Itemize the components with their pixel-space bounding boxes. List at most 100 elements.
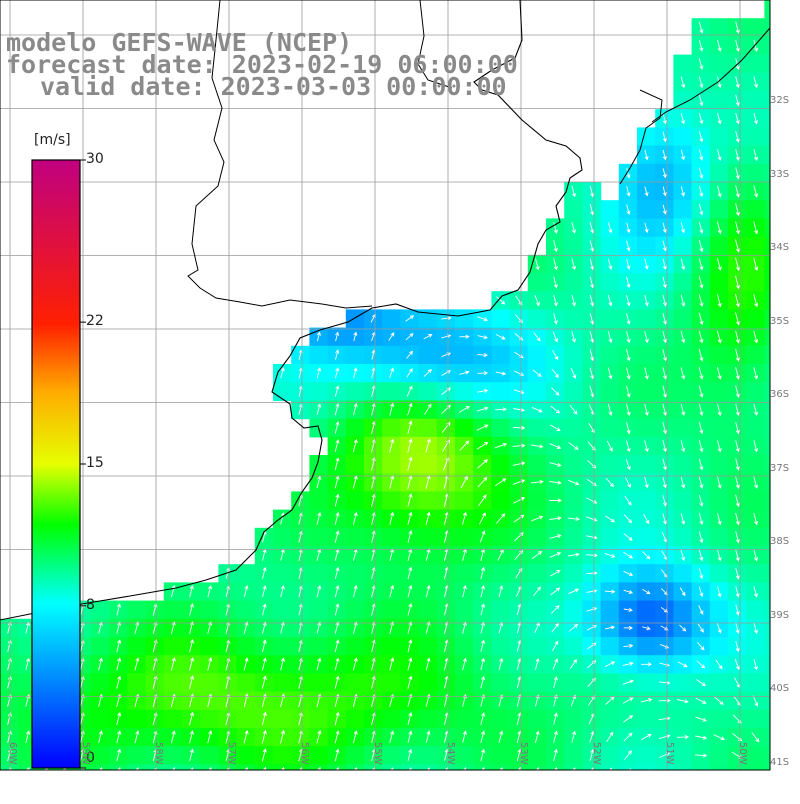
wind-arrow <box>607 258 613 271</box>
latitude-label: 38S <box>770 536 790 547</box>
speed-cell <box>309 673 329 693</box>
longitude-label: 54W <box>445 742 456 765</box>
wind-arrow <box>717 76 722 89</box>
wind-arrow <box>407 402 413 416</box>
wind-arrow <box>479 530 486 543</box>
wind-arrow <box>772 331 776 343</box>
wind-arrow <box>680 476 686 489</box>
wind-arrow <box>658 698 671 703</box>
wind-arrow <box>553 258 558 271</box>
wind-arrow <box>480 748 486 762</box>
wind-arrow <box>25 621 31 634</box>
speed-cell <box>91 600 110 620</box>
wind-arrow <box>698 513 704 526</box>
speed-cell <box>527 673 547 693</box>
wind-arrow <box>734 659 740 671</box>
speed-cell <box>163 709 183 729</box>
wind-arrow <box>189 585 194 598</box>
wind-arrow <box>604 661 616 668</box>
wind-arrow <box>680 222 686 234</box>
wind-arrow <box>549 462 562 467</box>
speed-cell <box>182 764 201 770</box>
speed-cell <box>709 455 729 474</box>
wind-arrow <box>698 476 704 489</box>
wind-arrow <box>660 606 669 613</box>
wind-arrow <box>116 730 122 744</box>
speed-cell <box>764 309 770 329</box>
speed-cell <box>764 18 770 37</box>
wind-arrow <box>553 313 558 325</box>
wind-arrow <box>753 658 758 671</box>
wind-arrow <box>735 512 740 526</box>
wind-arrow <box>716 367 722 380</box>
wind-arrow <box>735 130 740 143</box>
wind-speed-field <box>0 0 770 770</box>
wind-arrow <box>477 459 488 469</box>
wind-arrow <box>514 351 524 359</box>
speed-cell <box>764 746 770 765</box>
speed-cell <box>527 527 547 547</box>
wind-arrow <box>607 403 613 417</box>
speed-cell <box>764 54 770 74</box>
wind-arrow <box>189 638 194 653</box>
wind-arrow <box>334 711 340 726</box>
wind-arrow <box>625 458 631 471</box>
speed-cell <box>618 764 638 770</box>
speed-cell <box>491 418 511 438</box>
speed-cell <box>163 637 183 656</box>
speed-cell <box>491 491 511 511</box>
wind-arrow <box>189 657 195 671</box>
wind-arrow <box>626 240 631 252</box>
wind-arrow <box>717 112 722 125</box>
wind-arrow <box>626 440 631 453</box>
wind-arrow <box>353 367 358 379</box>
speed-cell <box>382 564 401 583</box>
wind-arrow <box>735 39 740 52</box>
wind-arrow <box>623 643 634 648</box>
speed-cell <box>527 309 547 329</box>
speed-cell <box>345 382 365 401</box>
wind-arrow <box>717 512 722 526</box>
speed-cell <box>764 382 770 401</box>
wind-arrow <box>735 440 740 453</box>
wind-arrow <box>662 385 668 398</box>
speed-cell <box>127 673 147 693</box>
wind-arrow <box>243 730 249 744</box>
wind-arrow <box>607 331 613 344</box>
wind-arrow <box>771 732 776 743</box>
wind-arrow <box>477 388 489 393</box>
wind-arrow <box>698 112 704 125</box>
wind-arrow <box>679 624 687 632</box>
speed-cell <box>764 673 770 693</box>
wind-arrow <box>334 730 340 744</box>
wind-arrow <box>623 607 633 612</box>
wind-arrow <box>662 476 667 489</box>
wind-arrow <box>459 334 470 339</box>
wind-arrow <box>550 424 561 431</box>
speed-cell <box>72 764 92 770</box>
wind-arrow <box>772 204 776 216</box>
wind-arrow <box>335 349 340 360</box>
wind-arrow <box>772 440 776 451</box>
speed-cell <box>764 91 770 110</box>
wind-arrow <box>498 657 504 671</box>
speed-cell <box>564 491 583 511</box>
wind-arrow <box>717 185 722 198</box>
wind-arrow <box>662 367 668 380</box>
speed-cell <box>382 382 401 401</box>
wind-arrow <box>316 584 322 598</box>
wind-arrow <box>425 657 431 671</box>
speed-cell <box>764 637 770 656</box>
wind-arrow <box>567 479 580 486</box>
wind-arrow <box>644 186 649 197</box>
wind-arrow <box>607 222 613 234</box>
wind-arrow <box>550 387 560 396</box>
wind-arrow <box>495 371 507 376</box>
wind-arrow <box>280 585 285 598</box>
wind-arrow <box>732 771 743 776</box>
wind-arrow <box>353 584 358 598</box>
speed-cell <box>764 182 770 201</box>
wind-arrow <box>606 440 613 452</box>
wind-arrow <box>116 639 122 653</box>
wind-arrow <box>512 461 526 466</box>
